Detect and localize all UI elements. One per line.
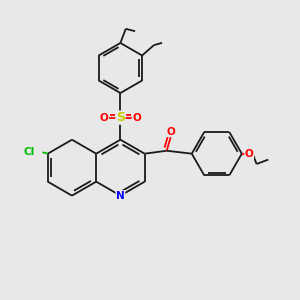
Text: O: O: [245, 149, 254, 159]
Text: O: O: [100, 112, 109, 123]
Text: O: O: [132, 112, 141, 123]
Text: N: N: [116, 190, 125, 201]
Text: Cl: Cl: [23, 147, 34, 157]
Text: S: S: [116, 111, 125, 124]
Text: O: O: [167, 127, 176, 136]
